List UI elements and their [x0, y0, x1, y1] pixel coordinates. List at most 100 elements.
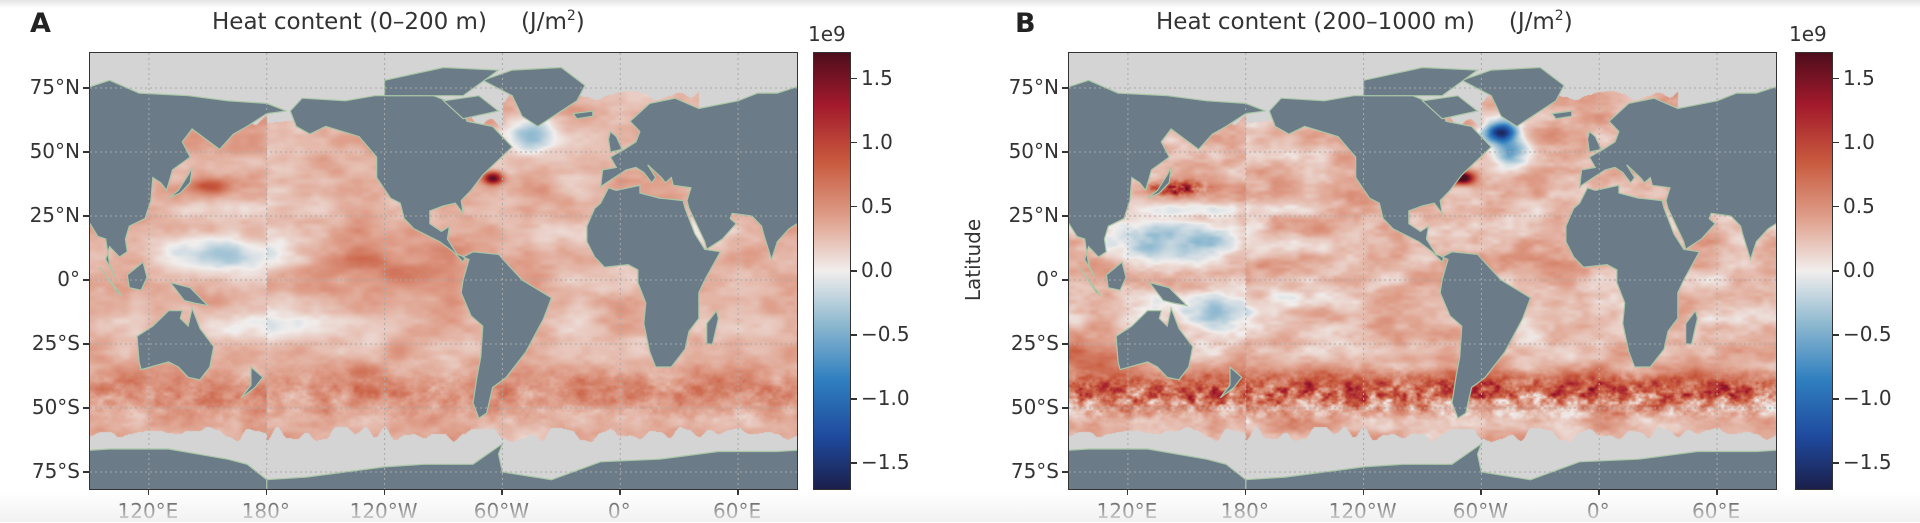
lat-tick-label: 50°S	[1010, 395, 1059, 419]
lon-tick-mark	[1716, 489, 1718, 495]
colorbar	[813, 52, 851, 490]
unit-prefix: (J/m	[1508, 8, 1555, 35]
lon-tick-label: 180°	[1220, 499, 1269, 523]
panel-title: Heat content (0–200 m) (J/m2)	[212, 8, 585, 35]
unit-prefix: (J/m	[520, 8, 567, 35]
lat-tick-mark	[1062, 151, 1068, 153]
landmass	[384, 66, 501, 97]
panel-label: A	[30, 8, 51, 39]
colorbar-tick-mark	[851, 77, 857, 80]
colorbar-tick-label: −1.5	[861, 450, 910, 475]
colorbar-tick-mark	[851, 462, 857, 464]
landmass	[99, 266, 122, 296]
lat-tick-mark	[1062, 407, 1068, 409]
lon-tick-label: 180°	[241, 499, 290, 523]
colorbar-tick-mark	[1833, 77, 1839, 80]
lon-tick-mark	[1598, 489, 1600, 495]
colorbar-tick-mark	[851, 270, 857, 272]
colorbar-tick-label: 0.0	[1843, 258, 1875, 282]
title-text: Heat content (0–200 m)	[212, 8, 487, 35]
landmass	[1439, 251, 1532, 420]
landmass	[90, 448, 268, 489]
lat-tick-label: 50°N	[1008, 139, 1059, 163]
lat-tick-label: 75°S	[31, 459, 80, 483]
lat-tick-mark	[83, 87, 89, 89]
colorbar-tick-label: 0.0	[861, 258, 893, 282]
heat-map-200-1000m	[1068, 52, 1777, 490]
landmass	[1105, 261, 1127, 291]
colorbar-tick-mark	[1833, 205, 1839, 208]
landmass	[1460, 66, 1565, 128]
landmass	[1268, 95, 1493, 264]
lon-tick-mark	[737, 489, 739, 495]
landmass	[1363, 66, 1480, 97]
colorbar-tick-label: 0.5	[861, 193, 893, 218]
colorbar-tick-label: 1.0	[1843, 129, 1875, 154]
unit-suffix: )	[575, 8, 585, 35]
lon-tick-mark	[1480, 489, 1482, 495]
lon-tick-label: 120°W	[349, 499, 418, 523]
landmass	[460, 251, 553, 420]
lon-tick-mark	[501, 489, 503, 495]
landmass	[599, 86, 797, 262]
lat-tick-label: 75°N	[29, 75, 80, 99]
lat-tick-mark	[83, 151, 89, 153]
landmass	[1219, 365, 1243, 399]
lon-tick-mark	[1126, 489, 1129, 495]
landmass	[571, 110, 594, 120]
colorbar-tick-mark	[1833, 270, 1839, 272]
title-unit: (J/m2)	[520, 8, 585, 35]
land-and-grid	[1069, 53, 1776, 489]
landmass	[481, 66, 586, 128]
colorbar-tick-mark	[851, 398, 857, 400]
heat-map-0-200m	[89, 52, 798, 490]
lon-tick-mark	[147, 489, 150, 495]
lat-tick-mark	[1062, 279, 1068, 281]
landmass	[706, 309, 720, 345]
colorbar	[1795, 52, 1833, 490]
lon-tick-label: 60°E	[1692, 499, 1741, 523]
lat-tick-label: 25°S	[1010, 331, 1059, 355]
lat-tick-label: 75°S	[1010, 459, 1059, 483]
unit-sup: 2	[566, 8, 576, 24]
panel-label: B	[1015, 8, 1036, 39]
lon-tick-mark	[1362, 489, 1365, 495]
unit-suffix: )	[1563, 8, 1573, 35]
lat-tick-label: 0°	[57, 267, 80, 291]
lon-tick-mark	[383, 489, 386, 495]
lat-tick-mark	[83, 279, 89, 281]
landmass	[1069, 448, 1247, 489]
lat-tick-label: 25°N	[1008, 203, 1059, 227]
lon-tick-label: 60°W	[1452, 499, 1509, 523]
colorbar-tick-mark	[1833, 141, 1839, 144]
lat-tick-label: 75°N	[1008, 75, 1059, 99]
colorbar-multiplier: 1e9	[1789, 22, 1827, 46]
colorbar-tick-label: −1.0	[1843, 386, 1892, 411]
lon-tick-label: 120°E	[1096, 499, 1158, 523]
land-and-grid	[90, 53, 797, 489]
landmass	[266, 442, 797, 489]
colorbar-tick-mark	[1833, 334, 1839, 336]
lat-tick-label: 50°N	[29, 139, 80, 163]
lat-tick-label: 50°S	[31, 395, 80, 419]
lat-tick-label: 0°	[1036, 267, 1059, 291]
lat-tick-label: 25°N	[29, 203, 80, 227]
lat-tick-label: 25°S	[31, 331, 80, 355]
y-axis-label: Latitude	[961, 218, 986, 302]
colorbar-tick-label: −1.0	[861, 386, 910, 411]
landmass	[90, 79, 287, 278]
landmass	[168, 167, 193, 199]
lat-tick-mark	[83, 343, 89, 345]
colorbar-tick-label: 0.5	[1843, 193, 1875, 218]
colorbar-tick-label: −1.5	[1843, 450, 1892, 475]
landmass	[1578, 86, 1776, 262]
lon-tick-label: 120°E	[117, 499, 179, 523]
lat-tick-mark	[1062, 87, 1068, 89]
landmass	[1078, 266, 1101, 296]
title-text: Heat content (200–1000 m)	[1156, 8, 1475, 35]
colorbar-tick-mark	[851, 334, 857, 336]
landmass	[1685, 309, 1699, 345]
landmass	[1565, 184, 1701, 368]
lat-tick-mark	[83, 215, 89, 217]
colorbar-tick-mark	[851, 205, 857, 208]
